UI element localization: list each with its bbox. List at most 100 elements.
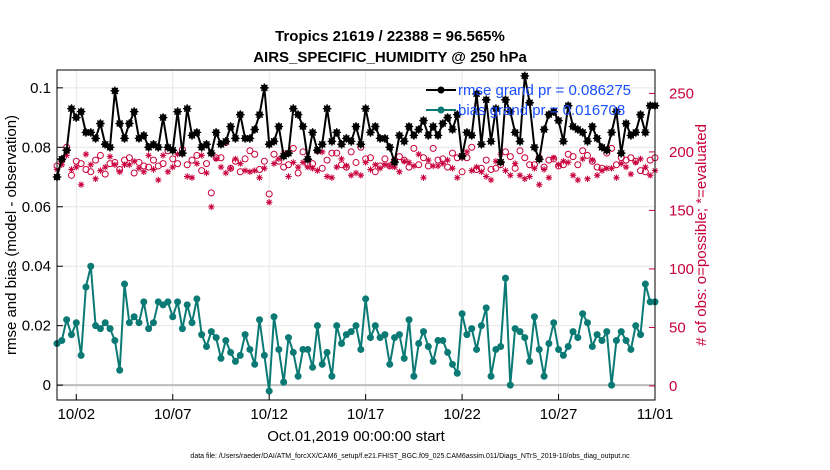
y-tick-label: 0: [43, 377, 51, 394]
obs-evaluated-marker: [642, 163, 649, 171]
rmse-point-spokes: [351, 122, 361, 131]
obs-evaluated-marker: [97, 167, 104, 174]
rmse-point-spokes: [390, 157, 399, 167]
rmse-point-spokes: [110, 86, 120, 96]
obs-evaluated-marker: [415, 151, 422, 158]
rmse-point-spokes: [115, 119, 124, 128]
bias-point: [87, 262, 95, 270]
rmse-point-spokes: [289, 104, 298, 113]
obs-evaluated-marker: [381, 161, 389, 168]
obs-evaluated-marker: [589, 156, 596, 164]
obs-possible-marker: [583, 151, 591, 159]
bias-point: [174, 298, 182, 306]
obs-possible-marker: [506, 153, 514, 161]
rmse-point-spokes: [520, 71, 530, 81]
obs-evaluated-marker: [294, 163, 302, 171]
rmse-point-spokes: [607, 128, 616, 137]
obs-evaluated-marker: [550, 154, 557, 161]
obs-evaluated-marker: [526, 173, 533, 180]
rmse-point-spokes: [592, 134, 602, 143]
rmse-point-spokes: [211, 128, 221, 137]
obs-evaluated-marker: [444, 156, 451, 164]
obs-evaluated-marker: [410, 162, 418, 170]
obs-evaluated-marker: [565, 159, 572, 166]
x-axis-label: Oct.01,2019 00:00:00 start: [267, 428, 445, 445]
obs-evaluated-marker: [463, 148, 471, 156]
bias-point: [145, 325, 153, 333]
obs-evaluated-marker: [155, 176, 162, 184]
rmse-point-spokes: [72, 113, 81, 122]
bias-point: [135, 319, 143, 327]
obs-evaluated-marker: [502, 167, 509, 174]
bias-point: [434, 337, 442, 345]
bias-point: [559, 351, 567, 359]
rmse-point-spokes: [182, 104, 192, 113]
obs-evaluated-marker: [102, 163, 109, 171]
rmse-point-spokes: [616, 148, 626, 158]
obs-evaluated-marker: [227, 165, 234, 172]
obs-evaluated-marker: [290, 159, 297, 166]
rmse-point-spokes: [337, 140, 346, 149]
obs-evaluated-marker: [372, 161, 379, 168]
obs-evaluated-marker: [540, 166, 548, 173]
bias-point: [530, 313, 538, 321]
y2-axis-ticks: 0 50 100 150 200 250: [649, 85, 694, 395]
obs-evaluated-marker: [222, 169, 229, 177]
obs-evaluated-marker: [613, 174, 620, 181]
rmse-point-spokes: [245, 134, 255, 143]
legend-bias-label: bias grand pr = 0.016708: [458, 102, 625, 119]
obs-possible-marker: [130, 169, 138, 177]
bias-point: [579, 310, 587, 318]
obs-possible-marker: [458, 168, 466, 176]
obs-evaluated-marker: [603, 165, 610, 172]
legend: rmse grand pr = 0.086275 bias grand pr =…: [426, 82, 631, 119]
obs-evaluated-marker: [483, 173, 490, 180]
rmse-point-spokes: [342, 134, 351, 143]
obs-evaluated-marker: [627, 170, 635, 178]
obs-evaluated-marker: [251, 167, 258, 174]
obs-possible-marker: [579, 147, 587, 155]
obs-possible-marker: [323, 156, 331, 164]
rmse-point-spokes: [501, 95, 510, 104]
bias-point: [424, 342, 432, 350]
obs-evaluated-marker: [261, 165, 268, 172]
bias-point: [637, 331, 645, 339]
obs-possible-marker: [574, 161, 582, 169]
obs-possible-marker: [159, 160, 167, 168]
bias-point: [82, 283, 90, 291]
bias-point: [641, 280, 649, 288]
obs-possible-marker: [251, 150, 259, 158]
rmse-point-spokes: [216, 140, 226, 149]
rmse-point-spokes: [395, 131, 404, 140]
bias-point: [289, 348, 297, 356]
bias-point: [371, 322, 379, 330]
obs-possible-markers: [53, 139, 659, 198]
y-tick-label: 0.08: [22, 139, 51, 156]
obs-evaluated-marker: [241, 167, 249, 174]
bias-point: [231, 357, 239, 365]
bias-point: [410, 372, 418, 380]
bias-point: [207, 328, 215, 336]
bias-point: [256, 316, 264, 324]
bias-point: [366, 334, 374, 342]
bias-point: [251, 360, 259, 368]
rmse-point-spokes: [366, 128, 375, 137]
rmse-point-spokes: [453, 110, 462, 119]
x-tick-label: 10/17: [347, 406, 385, 423]
obs-possible-marker: [207, 189, 215, 197]
x-tick-label: 10/22: [443, 406, 481, 423]
x-tick-label: 10/07: [154, 406, 192, 423]
rmse-point-spokes: [129, 107, 139, 116]
rmse-point-spokes: [168, 146, 177, 155]
rmse-point-spokes: [443, 113, 452, 122]
rmse-point-spokes: [424, 131, 433, 140]
rmse-point-spokes: [260, 83, 269, 93]
obs-evaluated-marker: [169, 163, 176, 171]
rmse-point-spokes: [549, 107, 558, 116]
obs-evaluated-marker: [92, 175, 99, 182]
obs-evaluated-marker: [396, 168, 403, 175]
obs-evaluated-marker: [159, 152, 167, 159]
obs-possible-marker: [526, 161, 534, 169]
bias-point: [318, 360, 326, 368]
bias-point: [294, 372, 302, 380]
